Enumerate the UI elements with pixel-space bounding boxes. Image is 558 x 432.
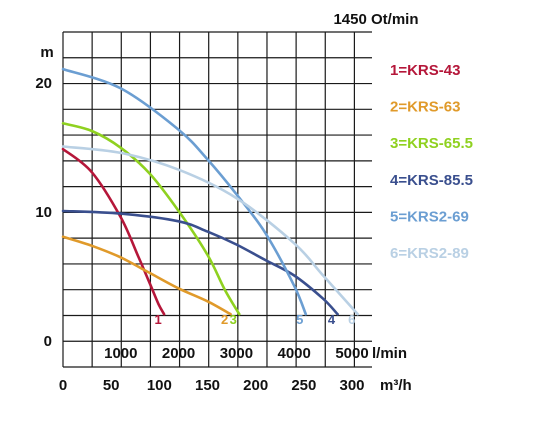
curve-end-label: 1 bbox=[155, 312, 162, 327]
series-line bbox=[61, 147, 166, 316]
x-tick-label-m3h: 50 bbox=[103, 377, 120, 394]
x-tick-label-m3h: 0 bbox=[59, 377, 67, 394]
series-line bbox=[61, 122, 241, 316]
x-tick-label-lmin: 4000 bbox=[278, 345, 311, 362]
x-tick-label-lmin: 1000 bbox=[104, 345, 137, 362]
x-tick-label-lmin: 2000 bbox=[162, 345, 195, 362]
x-axis-label-m3h: m³/h bbox=[380, 377, 412, 394]
series-line bbox=[61, 67, 308, 316]
y-axis-label: m bbox=[40, 44, 53, 61]
x-tick-label-m3h: 150 bbox=[195, 377, 220, 394]
curve-end-label: 3 bbox=[230, 312, 237, 327]
series-line bbox=[61, 209, 339, 316]
x-tick-label-lmin: 3000 bbox=[220, 345, 253, 362]
y-tick-label: 0 bbox=[44, 333, 52, 350]
curve-end-label: 4 bbox=[328, 312, 336, 327]
x-axis-label-lmin: l/min bbox=[372, 345, 407, 362]
y-tick-label: 20 bbox=[35, 75, 52, 92]
axes: 0 10 20 1000 2000 3000 4000 5000 0 50 100 150 200 250… bbox=[35, 75, 368, 394]
x-tick-label-m3h: 300 bbox=[339, 377, 364, 394]
legend: 1=KRS-43 2=KRS-63 3=KRS-65.5 4=KRS-85.5 5=KR… bbox=[390, 62, 473, 262]
x-tick-label-m3h: 200 bbox=[243, 377, 268, 394]
x-tick-label-lmin: 5000 bbox=[335, 345, 368, 362]
curve-labels: 1 2 3 45 6 bbox=[155, 312, 356, 327]
x-tick-label-m3h: 250 bbox=[291, 377, 316, 394]
series-line bbox=[61, 235, 232, 316]
chart-title: 1450 Ot/min bbox=[333, 11, 418, 28]
series-line bbox=[61, 145, 360, 316]
x-tick-label-m3h: 100 bbox=[147, 377, 172, 394]
curve-end-label: 2 bbox=[221, 312, 228, 327]
curves bbox=[61, 67, 360, 316]
legend-entry: 2=KRS-63 bbox=[390, 99, 460, 116]
curve-end-label: 6 bbox=[348, 312, 355, 327]
legend-entry: 6=KRS2-89 bbox=[390, 245, 469, 262]
legend-entry: 4=KRS-85.5 bbox=[390, 172, 473, 189]
y-tick-label: 10 bbox=[35, 204, 52, 221]
legend-entry: 3=KRS-65.5 bbox=[390, 135, 473, 152]
legend-entry: 1=KRS-43 bbox=[390, 62, 460, 79]
legend-entry: 5=KRS2-69 bbox=[390, 208, 469, 225]
curve-end-label: 5 bbox=[296, 312, 303, 327]
